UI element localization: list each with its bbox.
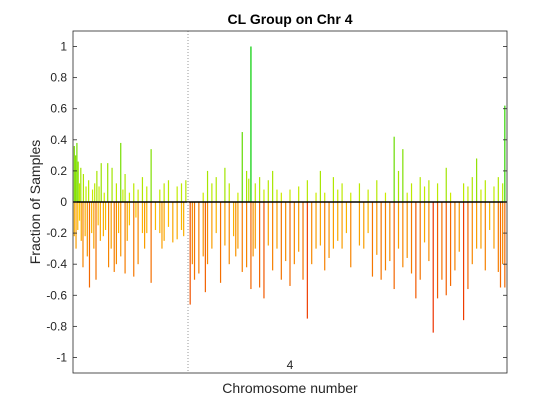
- y-tick-label: 0.8: [50, 71, 67, 85]
- y-tick-label: -0.6: [46, 288, 67, 302]
- y-tick-label: -1: [56, 350, 67, 364]
- gain-bars: [73, 46, 506, 202]
- y-tick-label: -0.2: [46, 226, 67, 240]
- y-tick-label: -0.4: [46, 257, 67, 271]
- y-tick-label: 1: [60, 40, 67, 54]
- loss-bars: [73, 202, 506, 333]
- plot-area: [72, 30, 508, 374]
- y-tick-label: 0.2: [50, 164, 67, 178]
- y-tick-label: 0: [60, 195, 67, 209]
- y-axis-title: Fraction of Samples: [27, 140, 43, 265]
- y-tick-label: 0.4: [50, 133, 67, 147]
- x-axis: 4: [287, 358, 294, 372]
- x-axis-title: Chromosome number: [222, 380, 358, 396]
- y-tick-label: -0.8: [46, 319, 67, 333]
- y-tick-label: 0.6: [50, 102, 67, 116]
- chart-title: CL Group on Chr 4: [228, 11, 353, 27]
- y-axis: -1 -0.8 -0.6 -0.4 -0.2 0 0.2 0.4 0.6 0.8 1: [46, 40, 507, 364]
- x-tick-label: 4: [287, 358, 294, 372]
